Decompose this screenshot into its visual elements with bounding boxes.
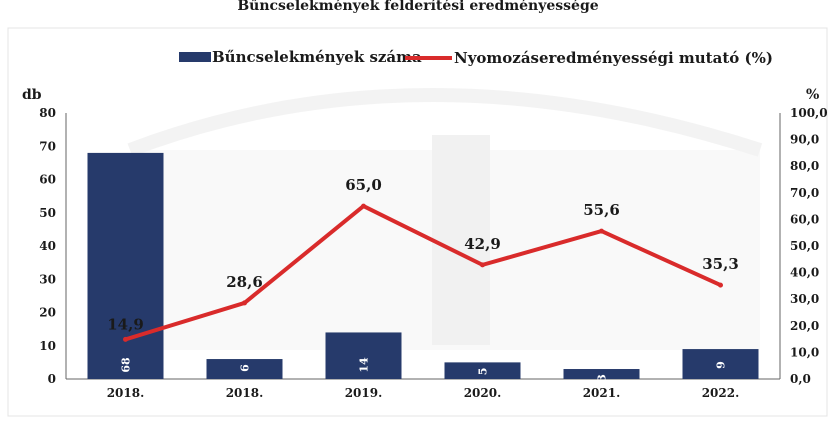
x-tick-label: 2018. bbox=[107, 386, 145, 400]
line-value-label: 42,9 bbox=[464, 235, 501, 253]
x-tick-label: 2019. bbox=[345, 386, 383, 400]
bar-value-label: 68 bbox=[120, 357, 133, 373]
y-left-tick-label: 30 bbox=[39, 272, 56, 286]
y-right-tick-label: 90,0 bbox=[790, 133, 819, 147]
bar bbox=[444, 362, 521, 379]
y-left-tick-label: 70 bbox=[39, 139, 56, 153]
y-right-tick-label: 50,0 bbox=[790, 239, 819, 253]
legend-label-bars: Bűncselekmények száma bbox=[212, 48, 422, 66]
line-point bbox=[123, 336, 128, 342]
line-point bbox=[242, 300, 247, 306]
y-right-tick-label: 60,0 bbox=[790, 212, 819, 226]
axes bbox=[65, 113, 781, 380]
bar-value-label: 14 bbox=[358, 357, 371, 373]
x-tick-label: 2018. bbox=[226, 386, 264, 400]
y-left-tick-label: 0 bbox=[48, 372, 56, 386]
y-right-tick-label: 10,0 bbox=[790, 345, 819, 359]
x-tick-label: 2021. bbox=[583, 386, 621, 400]
y-left-tick-label: 80 bbox=[39, 106, 56, 120]
x-tick-label: 2020. bbox=[464, 386, 502, 400]
line-series bbox=[123, 203, 723, 342]
bar bbox=[87, 152, 164, 379]
line-value-label: 65,0 bbox=[345, 176, 382, 194]
legend: Bűncselekmények száma Nyomozáseredményes… bbox=[179, 48, 773, 67]
bar bbox=[563, 369, 640, 379]
legend-swatch-bars bbox=[179, 52, 211, 62]
bar-value-label: 9 bbox=[715, 361, 728, 369]
y-right-ticks: 0,0 10,0 20,0 30,0 40,0 50,0 60,0 70,0 80,0 90,0 1… bbox=[790, 106, 828, 386]
bar-labels: 68 6 14 5 3 9 bbox=[120, 357, 728, 382]
legend-label-line: Nyomozáseredményességi mutató (%) bbox=[454, 49, 773, 67]
line-labels: 14,9 28,6 65,0 42,9 55,6 35,3 bbox=[107, 176, 739, 333]
line-value-label: 14,9 bbox=[107, 315, 144, 333]
bar bbox=[206, 359, 283, 379]
x-tick-label: 2022. bbox=[702, 386, 740, 400]
line-value-label: 55,6 bbox=[583, 201, 620, 219]
line-point bbox=[480, 262, 485, 268]
line-point bbox=[361, 203, 366, 209]
y-left-tick-label: 10 bbox=[39, 339, 56, 353]
y-right-tick-label: 30,0 bbox=[790, 292, 819, 306]
y-right-unit: % bbox=[806, 87, 819, 103]
line-point bbox=[718, 282, 723, 288]
y-left-tick-label: 40 bbox=[39, 239, 56, 253]
x-ticks: 2018. 2018. 2019. 2020. 2021. 2022. bbox=[107, 386, 740, 400]
bar-value-label: 5 bbox=[477, 368, 490, 376]
chart-title: Bűncselekmények felderítési eredményessé… bbox=[237, 0, 598, 14]
bar bbox=[682, 349, 759, 379]
bar bbox=[325, 332, 402, 379]
bar-value-label: 3 bbox=[596, 374, 609, 382]
y-left-unit: db bbox=[22, 87, 42, 103]
y-right-tick-label: 70,0 bbox=[790, 186, 819, 200]
y-right-tick-label: 0,0 bbox=[790, 372, 811, 386]
y-right-tick-label: 100,0 bbox=[790, 106, 828, 120]
y-right-tick-label: 40,0 bbox=[790, 266, 819, 280]
series-line bbox=[124, 204, 722, 342]
y-left-ticks: 0 10 20 30 40 50 60 70 80 bbox=[39, 106, 56, 386]
y-left-tick-label: 20 bbox=[39, 306, 56, 320]
y-left-tick-label: 60 bbox=[39, 173, 56, 187]
y-right-tick-label: 80,0 bbox=[790, 159, 819, 173]
y-right-tick-label: 20,0 bbox=[790, 319, 819, 333]
y-left-tick-label: 50 bbox=[39, 206, 56, 220]
line-point bbox=[599, 228, 604, 234]
line-value-label: 35,3 bbox=[702, 255, 739, 273]
line-value-label: 28,6 bbox=[226, 273, 263, 291]
bar-value-label: 6 bbox=[239, 364, 252, 372]
